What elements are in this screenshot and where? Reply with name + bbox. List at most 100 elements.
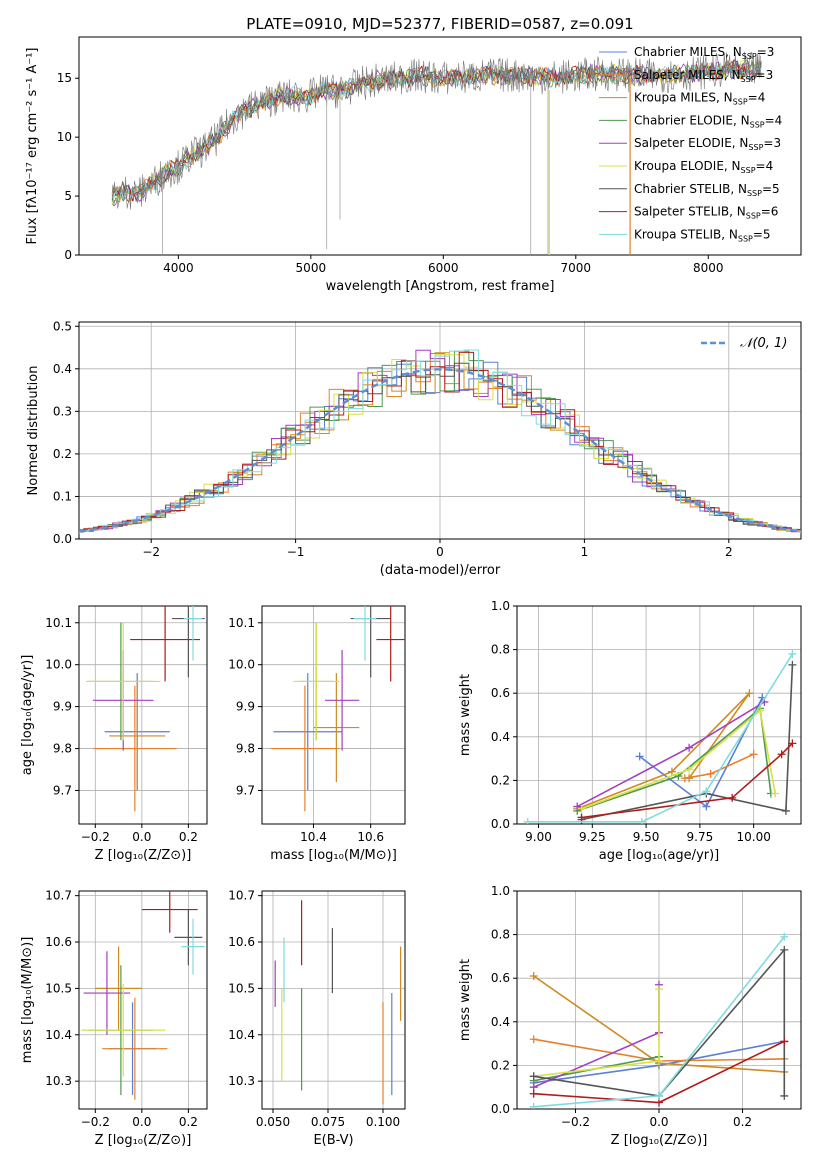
residuals-ylabel: Normed distribution (26, 366, 41, 496)
mass_vs_ebv-frame (261, 890, 406, 1110)
mass_vs_ebv-xtick-label: 0.075 (311, 1115, 345, 1129)
weight-point (781, 806, 790, 815)
residuals-xtick-label: 1 (581, 545, 589, 559)
residuals-ytick-label: 0.5 (53, 319, 72, 333)
weight-point (529, 1035, 538, 1044)
age_vs_mass-xlabel: mass [log₁₀(M/M⊙)] (270, 848, 397, 863)
histogram-series (79, 352, 801, 532)
mass_vs_Z-ytick-label: 10.4 (45, 1028, 72, 1042)
mass_vs_ebv-axes: 0.050 0.075 0.100 10.3 10.4 10.5 10.6 10.7 E(B-V… (228, 889, 406, 1148)
weight-point (529, 1089, 538, 1098)
residuals-ytick-label: 0.2 (53, 447, 72, 461)
weight_vs_Z-xtick-label: −0.2 (561, 1115, 590, 1129)
weight_vs_Z-xlabel: Z [log₁₀(Z/Z⊙)] (611, 1133, 708, 1148)
age_vs_mass-axes: 10.4 10.6 9.7 9.8 9.9 10.0 10.1 mass [log₁₀(M/M… (228, 605, 406, 863)
weight-point (529, 1102, 538, 1109)
weight-point (788, 649, 797, 658)
legend-entry: Kroupa ELODIE, NSSP=4 (634, 159, 773, 175)
weight-point (655, 1057, 663, 1066)
age_vs_Z-ytick-label: 10.0 (45, 658, 72, 672)
mass_vs_ebv-xlabel: E(B-V) (313, 1133, 353, 1148)
spectrum-xtick-label: 7000 (561, 261, 592, 275)
histogram-series (79, 349, 801, 532)
weight-point (706, 769, 715, 778)
weight-series-line (576, 706, 772, 812)
age_vs_Z-frame (78, 605, 208, 825)
weight-point (771, 789, 780, 798)
spectrum-xlabel: wavelength [Angstrom, rest frame] (326, 279, 555, 294)
mass_vs_ebv-xtick-label: 0.100 (366, 1115, 400, 1129)
spectrum-ytick-label: 5 (64, 189, 72, 203)
spectrum-plot-area (111, 51, 762, 255)
legend-entry: 𝒩(0, 1) (740, 336, 787, 351)
residuals-xtick-label: 2 (725, 545, 733, 559)
mass_vs_Z-xtick-label: 0.2 (179, 1115, 198, 1129)
weight_vs_Z-axes: −0.2 0.0 0.2 0.0 0.2 0.4 0.6 0.8 1.0 Z [log₁₀(Z/Z… (458, 884, 802, 1148)
weight-point (637, 817, 646, 824)
mass_vs_Z-xtick-label: −0.2 (81, 1115, 110, 1129)
weight-series-line (533, 947, 786, 1097)
weight-point (702, 802, 711, 811)
spectrum-ytick-label: 0 (64, 248, 72, 262)
age_vs_Z-ytick-label: 10.1 (45, 616, 72, 630)
spectrum-ytick-label: 10 (57, 130, 72, 144)
weight-series-line (576, 701, 765, 808)
weight-point (529, 1072, 538, 1081)
spectrum-axes: 4000 5000 6000 7000 8000 0 5 10 15 wavelength [An… (25, 36, 802, 294)
weight_vs_age-ytick-label: 0.6 (491, 686, 510, 700)
legend-entry: Salpeter MILES, NSSP=3 (634, 68, 773, 84)
weight_vs_age-ylabel: mass weight (458, 674, 473, 756)
age_vs_mass-ytick-label: 9.8 (236, 742, 255, 756)
spectrum-ylabel: Flux [fλ10⁻¹⁷ erg cm⁻² s⁻¹ A⁻¹] (25, 48, 40, 245)
mass_vs_ebv-ytick-label: 10.4 (228, 1028, 255, 1042)
age_vs_Z-xtick-label: −0.2 (81, 830, 110, 844)
weight_vs_age-xtick-label: 9.50 (633, 830, 660, 844)
weight_vs_age-ytick-label: 0.8 (491, 643, 510, 657)
mass_vs_ebv-xtick-label: 0.050 (256, 1115, 290, 1129)
weight_vs_Z-ylabel: mass weight (458, 959, 473, 1041)
spectrum-legend: Chabrier MILES, NSSP=3 Salpeter MILES, NS… (599, 45, 782, 243)
weight-point (780, 945, 789, 954)
weight_vs_age-xtick-label: 9.25 (579, 830, 606, 844)
weight-point (655, 985, 663, 994)
weight-point (780, 1091, 789, 1100)
weight-point (577, 804, 586, 813)
weight-series-line (581, 742, 793, 819)
normal-reference-curve (79, 368, 801, 533)
legend-entry: Kroupa MILES, NSSP=4 (634, 91, 765, 107)
mass_vs_ebv-ytick-label: 10.5 (228, 981, 255, 995)
mass_vs_ebv-ytick-label: 10.3 (228, 1074, 255, 1088)
mass_vs_Z-frame (78, 890, 208, 1110)
weight_vs_age-ytick-label: 0.2 (491, 773, 510, 787)
weight_vs_age-ytick-label: 0.0 (491, 817, 510, 831)
residuals-xtick-label: −1 (287, 545, 305, 559)
age_vs_mass-frame (261, 605, 406, 825)
weight_vs_age-frame (516, 605, 802, 825)
weight-point (702, 787, 711, 796)
age_vs_mass-xtick-label: 10.6 (357, 830, 384, 844)
weight-point (788, 739, 797, 748)
weight-point (780, 932, 789, 941)
weight_vs_Z-xtick-label: 0.2 (733, 1115, 752, 1129)
weight-point (529, 972, 538, 981)
age_vs_mass-plot-area (270, 606, 405, 812)
age_vs_Z-xtick-label: 0.2 (179, 830, 198, 844)
spectrum-xtick-label: 4000 (163, 261, 194, 275)
weight_vs_Z-ytick-label: 0.8 (491, 928, 510, 942)
weight-point (745, 689, 754, 698)
age_vs_Z-ytick-label: 9.7 (53, 783, 72, 797)
mass_vs_ebv-ytick-label: 10.6 (228, 935, 255, 949)
weight_vs_Z-ytick-label: 0.6 (491, 971, 510, 985)
weight_vs_age-xtick-label: 9.00 (525, 830, 552, 844)
weight_vs_age-xlabel: age [log₁₀(age/yr)] (599, 848, 720, 863)
weight-point (655, 1091, 663, 1100)
legend-entry: Chabrier ELODIE, NSSP=4 (634, 113, 782, 129)
weight-point (685, 774, 694, 783)
mass_vs_Z-ytick-label: 10.5 (45, 981, 72, 995)
mass_vs_ebv-plot-area (274, 900, 402, 1105)
age_vs_Z-ytick-label: 9.8 (53, 742, 72, 756)
residuals-plot-area (79, 349, 801, 534)
age_vs_mass-ytick-label: 9.9 (236, 700, 255, 714)
legend-entry: Chabrier MILES, NSSP=3 (634, 45, 774, 61)
age_vs_mass-ytick-label: 10.0 (228, 658, 255, 672)
